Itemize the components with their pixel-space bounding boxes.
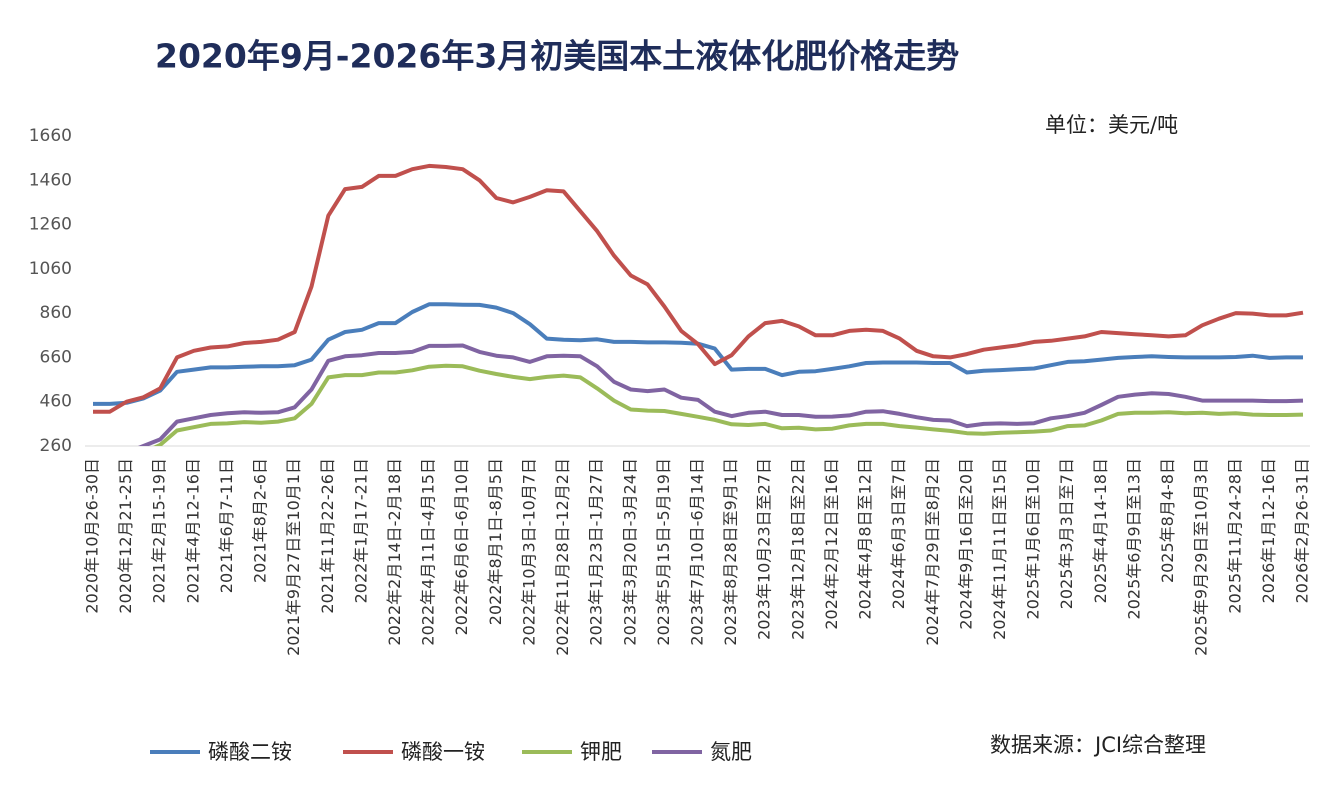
legend-label: 磷酸二铵	[208, 740, 292, 764]
y-tick-label: 1460	[29, 170, 72, 190]
x-tick-label: 2023年1月23日-1月27日	[587, 458, 606, 646]
x-tick-label: 2021年4月12-16日	[183, 458, 202, 603]
x-tick-label: 2021年8月2-6日	[251, 458, 270, 583]
y-tick-label: 1060	[29, 259, 72, 279]
x-tick-label: 2025年4月14-18日	[1091, 458, 1110, 603]
x-tick-label: 2024年11月11日至15日	[990, 458, 1009, 640]
x-tick-label: 2022年1月17-21日	[351, 458, 370, 603]
legend-label: 磷酸一铵	[401, 740, 485, 764]
x-tick-label: 2022年11月28日-12月2日	[553, 458, 572, 656]
y-tick-label: 1260	[29, 215, 72, 235]
x-tick-label: 2021年11月22-26日	[318, 458, 337, 614]
x-tick-label: 2022年2月14日-2月18日	[385, 458, 404, 646]
source-note: 数据来源：JCI综合整理	[990, 733, 1206, 757]
series-line	[93, 302, 1303, 406]
plot-lines	[93, 163, 1304, 446]
chart-title: 2020年9月-2026年3月初美国本土液体化肥价格走势	[155, 37, 959, 76]
x-tick-label: 2021年9月27日至10月1日	[284, 458, 303, 656]
series-line	[152, 363, 1304, 446]
x-tick-label: 2025年11月24-28日	[1225, 458, 1244, 614]
x-tick-label: 2026年1月12-16日	[1259, 458, 1278, 603]
x-tick-label: 2023年3月20日-3月24日	[620, 458, 639, 646]
x-tick-label: 2026年2月26-31日	[1293, 458, 1312, 603]
x-tick-label: 2023年8月28日至9月1日	[721, 458, 740, 646]
x-tick-label: 2021年2月15-19日	[150, 458, 169, 603]
x-tick-label: 2024年2月12日至16日	[822, 458, 841, 630]
series-line	[93, 163, 1304, 414]
y-tick-label: 1660	[29, 126, 72, 146]
x-tick-label: 2020年10月26-30日	[83, 458, 102, 614]
y-tick-label: 860	[40, 303, 72, 323]
x-tick-label: 2023年7月10日-6月14日	[688, 458, 707, 646]
x-tick-label: 2024年7月29日至8月2日	[923, 458, 942, 646]
x-tick-label: 2021年6月7-11日	[217, 458, 236, 593]
x-tick-label: 2022年4月11日-4月15日	[419, 458, 438, 646]
y-tick-label: 460	[40, 392, 72, 412]
x-tick-label: 2022年8月1日-8月5日	[486, 458, 505, 625]
x-tick-label: 2023年5月15日-5月19日	[654, 458, 673, 646]
x-tick-label: 2025年3月3日至7日	[1057, 458, 1076, 609]
unit-label: 单位：美元/吨	[1045, 113, 1178, 137]
x-tick-label: 2020年12月21-25日	[116, 458, 135, 614]
x-tick-label: 2022年6月6日-6月10日	[452, 458, 471, 635]
x-tick-label: 2024年4月8日至12日	[856, 458, 875, 619]
x-tick-label: 2023年12月18日至22日	[788, 458, 807, 640]
x-tick-label: 2024年6月3日至7日	[889, 458, 908, 609]
x-tick-label: 2024年9月16日至20日	[956, 458, 975, 630]
legend-label: 氮肥	[710, 740, 752, 764]
x-tick-label: 2025年1月6日至10日	[1024, 458, 1043, 619]
x-tick-label: 2025年6月9日至13日	[1124, 458, 1143, 619]
y-tick-label: 660	[40, 347, 72, 367]
series-line	[137, 343, 1304, 446]
x-tick-label: 2025年9月29日至10月3日	[1192, 458, 1211, 656]
x-tick-label: 2022年10月3日-10月7日	[519, 458, 538, 646]
legend-label: 钾肥	[580, 740, 622, 764]
x-tick-label: 2023年10月23日至27日	[755, 458, 774, 640]
y-tick-label: 260	[40, 436, 72, 456]
x-tick-label: 2025年8月4-8日	[1158, 458, 1177, 583]
